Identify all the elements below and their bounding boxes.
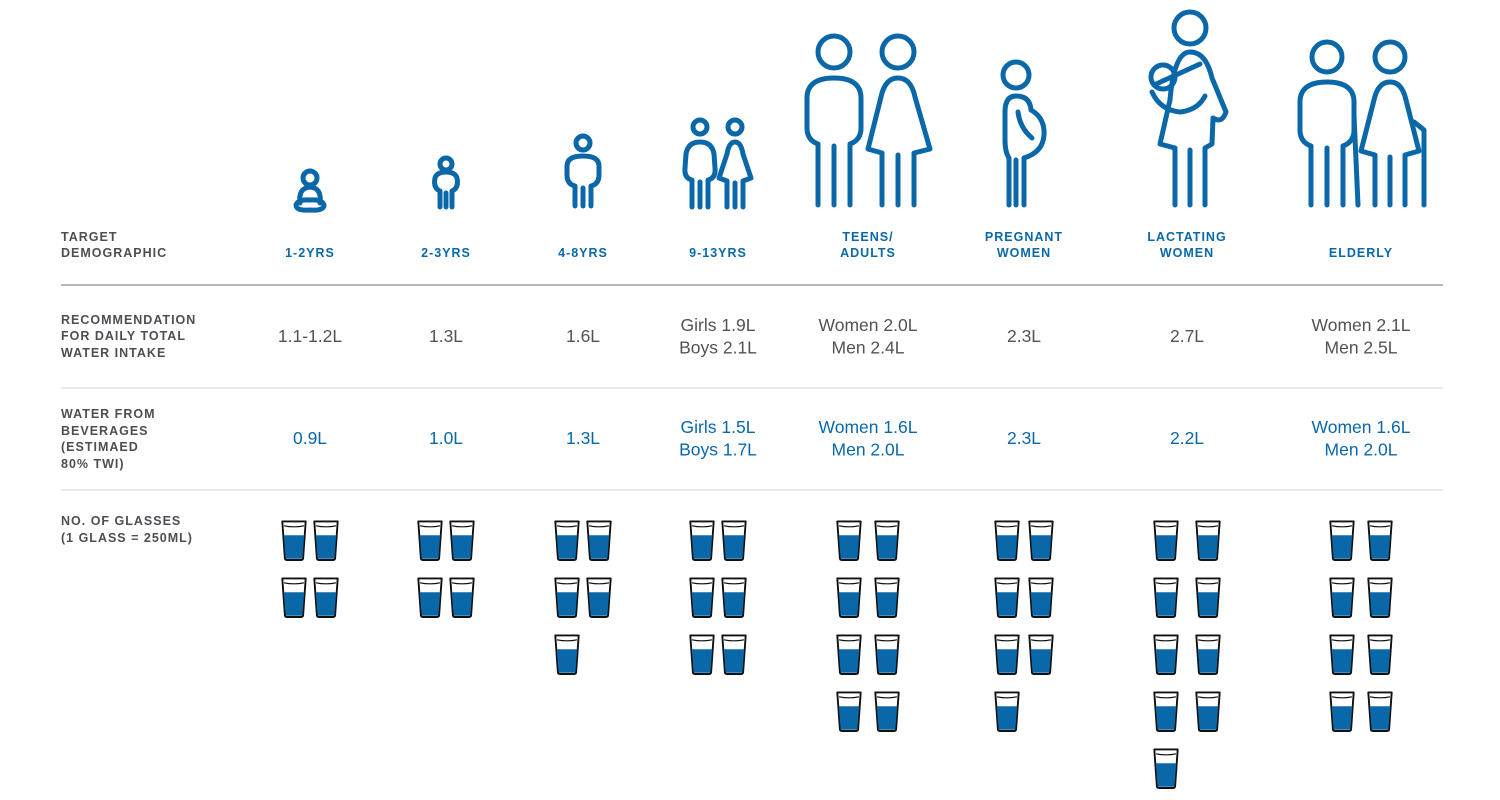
boy-and-girl-icon	[682, 117, 754, 210]
water-glass	[1367, 577, 1393, 619]
infant-icon	[293, 168, 327, 213]
toddler-icon	[432, 155, 460, 210]
water-glass	[586, 577, 612, 619]
demographic-label: LACTATING WOMEN	[1147, 230, 1226, 260]
recommendation-value: Women 2.1L Men 2.5L	[1312, 315, 1411, 358]
recommendation-value: 2.3L	[1007, 326, 1041, 346]
water-glass	[417, 520, 443, 562]
water-glass	[1367, 691, 1393, 733]
beverage-value: 1.3L	[566, 428, 600, 448]
recommendation-value: Girls 1.9L Boys 2.1L	[679, 315, 757, 358]
water-glass	[1195, 520, 1221, 562]
column-3: 4-8YRS 1.6L 1.3L	[554, 246, 612, 676]
demographic-label: 4-8YRS	[558, 246, 608, 260]
water-glass	[1153, 634, 1179, 676]
water-glass	[874, 691, 900, 733]
beverage-value: 1.0L	[429, 428, 463, 448]
water-glass	[994, 520, 1020, 562]
pregnant-woman-icon	[1000, 59, 1047, 208]
water-glass	[449, 577, 475, 619]
water-glass	[281, 520, 307, 562]
water-glass	[1329, 691, 1355, 733]
water-glass	[1367, 520, 1393, 562]
mother-with-baby-icon	[1148, 9, 1229, 208]
water-glass	[994, 634, 1020, 676]
demographic-label: 1-2YRS	[285, 246, 335, 260]
water-glass	[689, 520, 715, 562]
water-glass	[1153, 691, 1179, 733]
water-glass	[417, 577, 443, 619]
water-glass	[836, 520, 862, 562]
water-glass	[554, 634, 580, 676]
water-glass	[1153, 748, 1179, 790]
beverage-value: Women 1.6L Men 2.0L	[1312, 417, 1411, 460]
water-glass	[554, 520, 580, 562]
row-label-glasses: NO. OF GLASSES (1 GLASS = 250ML)	[61, 514, 193, 545]
row-label-target: TARGET DEMOGRAPHIC	[61, 230, 167, 260]
column-7: LACTATING WOMEN 2.7L 2.2L	[1147, 230, 1226, 790]
row-label-beverages: WATER FROM BEVERAGES (ESTIMAED 80% TWI)	[61, 407, 160, 471]
recommendation-value: 2.7L	[1170, 326, 1204, 346]
water-glass	[721, 577, 747, 619]
water-glass	[449, 520, 475, 562]
water-glass	[1329, 634, 1355, 676]
water-glass	[994, 691, 1020, 733]
man-and-woman-icon	[804, 33, 933, 208]
water-glass	[689, 634, 715, 676]
row-label-recommendation: RECOMMENDATION FOR DAILY TOTAL WATER INT…	[61, 313, 201, 360]
demographic-label: 9-13YRS	[689, 246, 747, 260]
water-glass	[1028, 634, 1054, 676]
column-2: 2-3YRS 1.3L 1.0L	[417, 246, 475, 619]
water-glass	[689, 577, 715, 619]
beverage-value: 2.3L	[1007, 428, 1041, 448]
water-glass	[1329, 577, 1355, 619]
water-glass	[1195, 691, 1221, 733]
column-1: 1-2YRS 1.1-1.2L 0.9L	[278, 246, 342, 619]
water-glass	[586, 520, 612, 562]
recommendation-value: Women 2.0L Men 2.4L	[819, 315, 918, 358]
demographic-label: 2-3YRS	[421, 246, 471, 260]
column-4: 9-13YRS Girls 1.9L Boys 2.1L Girls 1.5L Boys…	[679, 246, 757, 676]
water-glass	[281, 577, 307, 619]
column-6: PREGNANT WOMEN 2.3L 2.3L	[985, 230, 1063, 733]
water-glass	[1195, 634, 1221, 676]
demographic-label: TEENS/ADULTS	[840, 230, 896, 260]
beverage-value: Women 1.6L Men 2.0L	[819, 417, 918, 460]
water-glass	[1195, 577, 1221, 619]
water-glass	[1028, 577, 1054, 619]
water-glass	[874, 634, 900, 676]
water-glass	[313, 577, 339, 619]
beverage-value: Girls 1.5L Boys 1.7L	[679, 417, 757, 460]
demographic-label: PREGNANT WOMEN	[985, 230, 1063, 260]
water-glass	[721, 634, 747, 676]
water-glass	[721, 520, 747, 562]
water-glass	[836, 577, 862, 619]
recommendation-value: 1.6L	[566, 326, 600, 346]
column-8: ELDERLY Women 2.1L Men 2.5L Women 1.6L Men 2…	[1312, 246, 1411, 733]
water-glass	[1367, 634, 1393, 676]
water-glass	[874, 520, 900, 562]
water-glass	[1329, 520, 1355, 562]
water-glass	[994, 577, 1020, 619]
recommendation-value: 1.3L	[429, 326, 463, 346]
recommendation-value: 1.1-1.2L	[278, 326, 342, 346]
beverage-value: 2.2L	[1170, 428, 1204, 448]
beverage-value: 0.9L	[293, 428, 327, 448]
water-glass	[874, 577, 900, 619]
water-glass	[313, 520, 339, 562]
water-glass	[1153, 520, 1179, 562]
demographic-label: ELDERLY	[1329, 246, 1393, 260]
elderly-couple-icon	[1297, 39, 1427, 208]
child-icon	[564, 133, 602, 209]
water-glass	[554, 577, 580, 619]
water-glass	[836, 691, 862, 733]
column-5: TEENS/ADULTS Women 2.0L Men 2.4L Women 1.6L…	[819, 230, 918, 733]
water-glass	[836, 634, 862, 676]
water-glass	[1028, 520, 1054, 562]
data-columns: 1-2YRS 1.1-1.2L 0.9L 2-3YRS 1.3L 1.0L 4-8YRS 1.…	[278, 230, 1411, 790]
water-glass	[1153, 577, 1179, 619]
